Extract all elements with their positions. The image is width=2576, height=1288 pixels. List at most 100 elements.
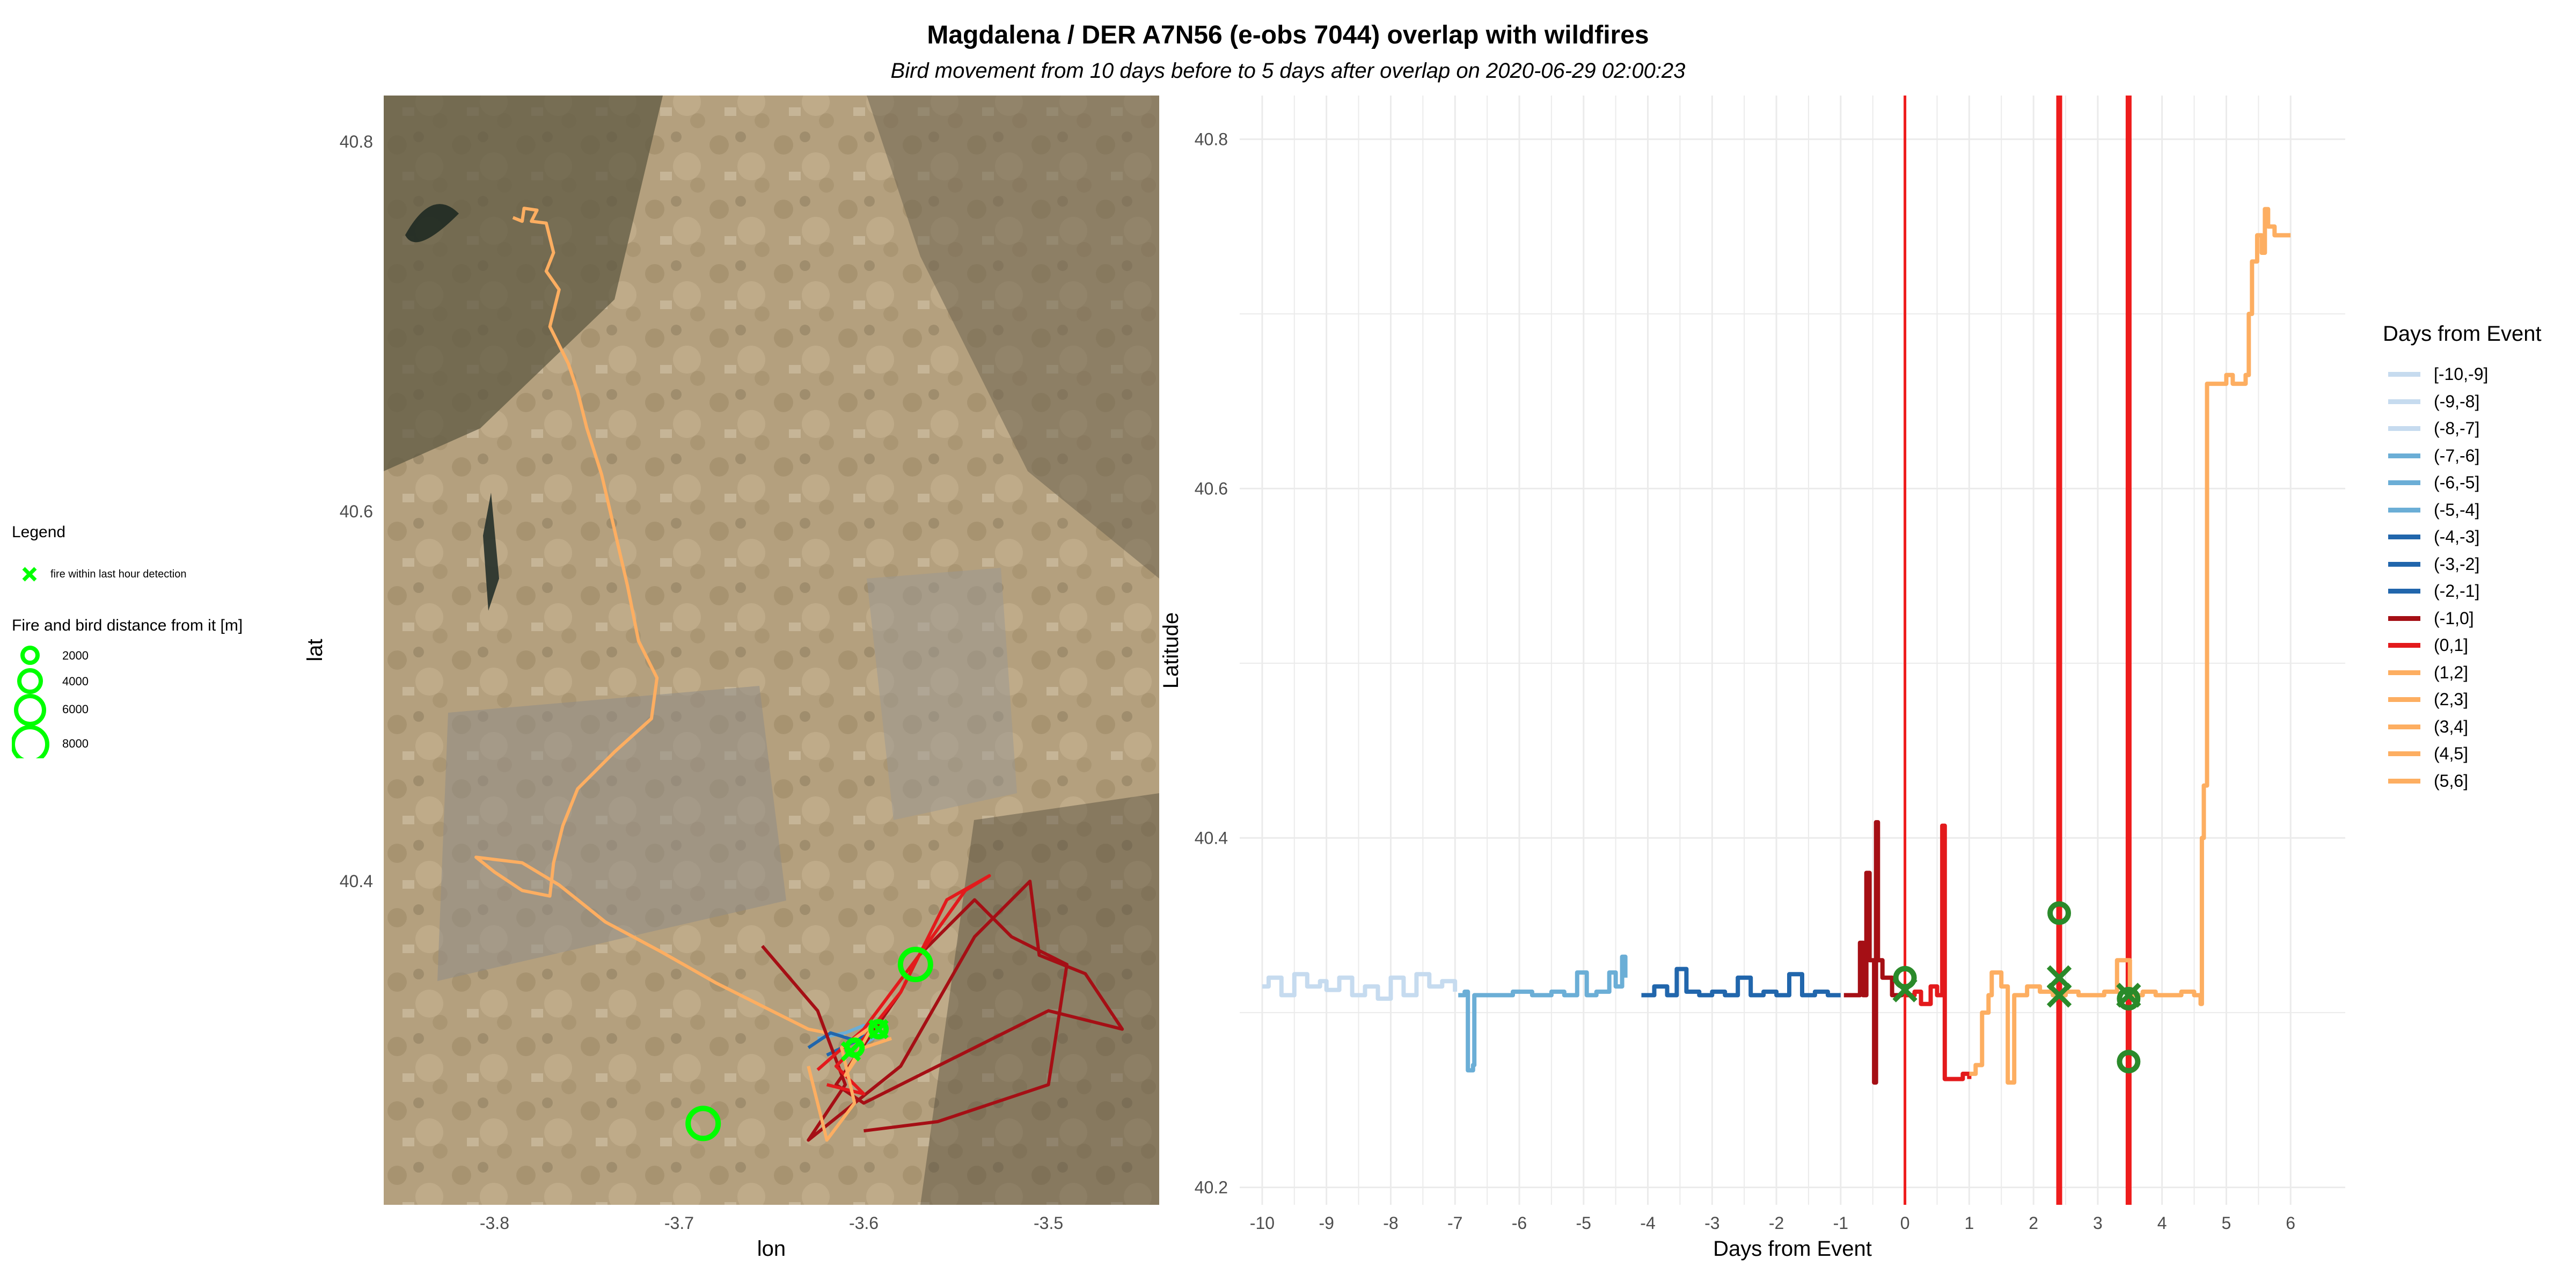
- days-legend-item: (-5,-4]: [2383, 496, 2576, 523]
- line-x-tick-label: 6: [2286, 1213, 2295, 1233]
- legend-swatch: [2388, 426, 2420, 431]
- map-fire-x-mark: [868, 1019, 889, 1040]
- dark-terrain: [867, 96, 1159, 579]
- line-fire-marks: [1892, 901, 2141, 1074]
- fire-x-stroke: [2046, 965, 2072, 991]
- map-track-segment: [807, 1031, 875, 1057]
- map-legend-heading: Legend: [12, 523, 66, 541]
- line-y-axis-label: Latitude: [1159, 612, 1183, 689]
- size-legend: 2000 4000 6000 8000: [12, 646, 312, 758]
- fire-x-stroke: [2046, 983, 2072, 1008]
- line-grid: [1240, 96, 2345, 1205]
- line-x-tick-label: -1: [1833, 1213, 1848, 1233]
- days-legend-item: (-2,-1]: [2383, 577, 2576, 604]
- line-x-tick-label: -9: [1319, 1213, 1334, 1233]
- map-track-segment: [761, 880, 1124, 1142]
- fire-x-stroke: [2116, 983, 2141, 1008]
- legend-label: (5,6]: [2434, 771, 2469, 791]
- days-legend-item: (0,1]: [2383, 631, 2576, 658]
- dark-terrain: [920, 793, 1159, 1205]
- airport-area: [867, 568, 1017, 820]
- days-legend-item: (-9,-8]: [2383, 387, 2576, 415]
- fire-x-icon: [22, 567, 37, 582]
- map-x-tick-label: -3.5: [1034, 1213, 1063, 1233]
- fire-x-stroke: [840, 1041, 861, 1062]
- legend-label: (-4,-3]: [2434, 527, 2480, 546]
- legend-label: (-6,-5]: [2434, 473, 2480, 492]
- fire-x-stroke: [2116, 983, 2141, 1008]
- map-track-segment: [816, 874, 991, 1096]
- legend-swatch: [2388, 372, 2420, 377]
- line-fire-circle: [2117, 1050, 2141, 1074]
- days-legend: Days from Event [-10,-9] (-9,-8] (-8,-7] (-…: [2383, 322, 2576, 794]
- days-legend-item: (5,6]: [2383, 767, 2576, 794]
- days-legend-item: (2,3]: [2383, 685, 2576, 713]
- map-track-segment: [817, 1023, 884, 1045]
- legend-swatch: [2388, 724, 2420, 729]
- line-x-tick-label: 1: [1964, 1213, 1974, 1233]
- map-y-tick-label: 40.8: [340, 132, 373, 151]
- line-x-tick-label: 5: [2222, 1213, 2231, 1233]
- reservoir: [405, 204, 459, 243]
- chart-subtitle: Bird movement from 10 days before to 5 d…: [890, 59, 1686, 83]
- days-legend-item: (-7,-6]: [2383, 442, 2576, 469]
- fire-legend-label: fire within last hour detection: [50, 568, 187, 580]
- legend-swatch: [2388, 507, 2420, 513]
- line-y-tick-label: 40.2: [1195, 1177, 1228, 1197]
- urban-area: [437, 686, 786, 981]
- map-tracks: [474, 207, 1124, 1142]
- line-y-tick-label: 40.6: [1195, 479, 1228, 498]
- latitude-series-line: [1969, 207, 2291, 1085]
- latitude-series-line: [1262, 972, 1458, 1001]
- legend-swatch: [2388, 589, 2420, 594]
- legend-swatch: [2388, 399, 2420, 404]
- legend-label: (-5,-4]: [2434, 500, 2480, 519]
- line-fire-x-mark: [2116, 983, 2141, 1008]
- fire-x-stroke: [1892, 977, 1918, 1002]
- legend-swatch: [2388, 616, 2420, 621]
- size-label: 2000: [62, 649, 89, 662]
- map-track-segment: [807, 1023, 892, 1142]
- line-x-tick-label: -6: [1512, 1213, 1527, 1233]
- map-track-segment: [474, 207, 846, 1038]
- legend-label: (-9,-8]: [2434, 391, 2480, 411]
- legend-swatch: [2388, 670, 2420, 675]
- line-x-tick-label: -8: [1383, 1213, 1398, 1233]
- size-label: 4000: [62, 675, 89, 688]
- map-fires: [685, 947, 933, 1141]
- legend-label: (2,3]: [2434, 690, 2469, 709]
- line-x-tick-label: -5: [1576, 1213, 1591, 1233]
- legend-label: (-8,-7]: [2434, 419, 2480, 438]
- line-x-axis-label: Days from Event: [1713, 1237, 1872, 1261]
- fire-legend-row: fire within last hour detection: [12, 560, 312, 590]
- line-y-tick-label: 40.4: [1195, 828, 1228, 847]
- map-y-tick-label: 40.4: [340, 872, 373, 891]
- days-legend-item: (4,5]: [2383, 740, 2576, 767]
- fire-x-stroke: [868, 1019, 889, 1040]
- line-axes: -10 -9 -8 -7 -6 -5 -4 -3 -2 -1 0 1 2 3 4 5 640.240.440.6…: [1159, 129, 2295, 1261]
- days-legend-item: (-3,-2]: [2383, 550, 2576, 577]
- line-y-tick-label: 40.8: [1195, 129, 1228, 149]
- line-x-tick-label: -4: [1640, 1213, 1655, 1233]
- legend-label: (1,2]: [2434, 662, 2469, 682]
- latitude-series-line: [1641, 967, 1841, 998]
- legend-label: (4,5]: [2434, 744, 2469, 763]
- line-x-tick-label: 2: [2029, 1213, 2038, 1233]
- map-fire-x-mark: [840, 1041, 861, 1062]
- reservoir: [483, 493, 499, 611]
- size-legend-title: Fire and bird distance from it [m]: [12, 617, 243, 634]
- legend-swatch: [2388, 561, 2420, 567]
- map-y-tick-label: 40.6: [340, 502, 373, 521]
- size-label: 8000: [62, 737, 89, 750]
- legend-swatch: [2388, 453, 2420, 458]
- line-x-tick-label: 4: [2157, 1213, 2167, 1233]
- days-legend-item: (3,4]: [2383, 713, 2576, 740]
- days-legend-heading: Days from Event: [2383, 322, 2542, 346]
- legend-swatch: [2388, 480, 2420, 485]
- legend-swatch: [2388, 697, 2420, 702]
- map-x-axis-label: lon: [757, 1237, 786, 1261]
- size-circles-icon: [12, 646, 49, 758]
